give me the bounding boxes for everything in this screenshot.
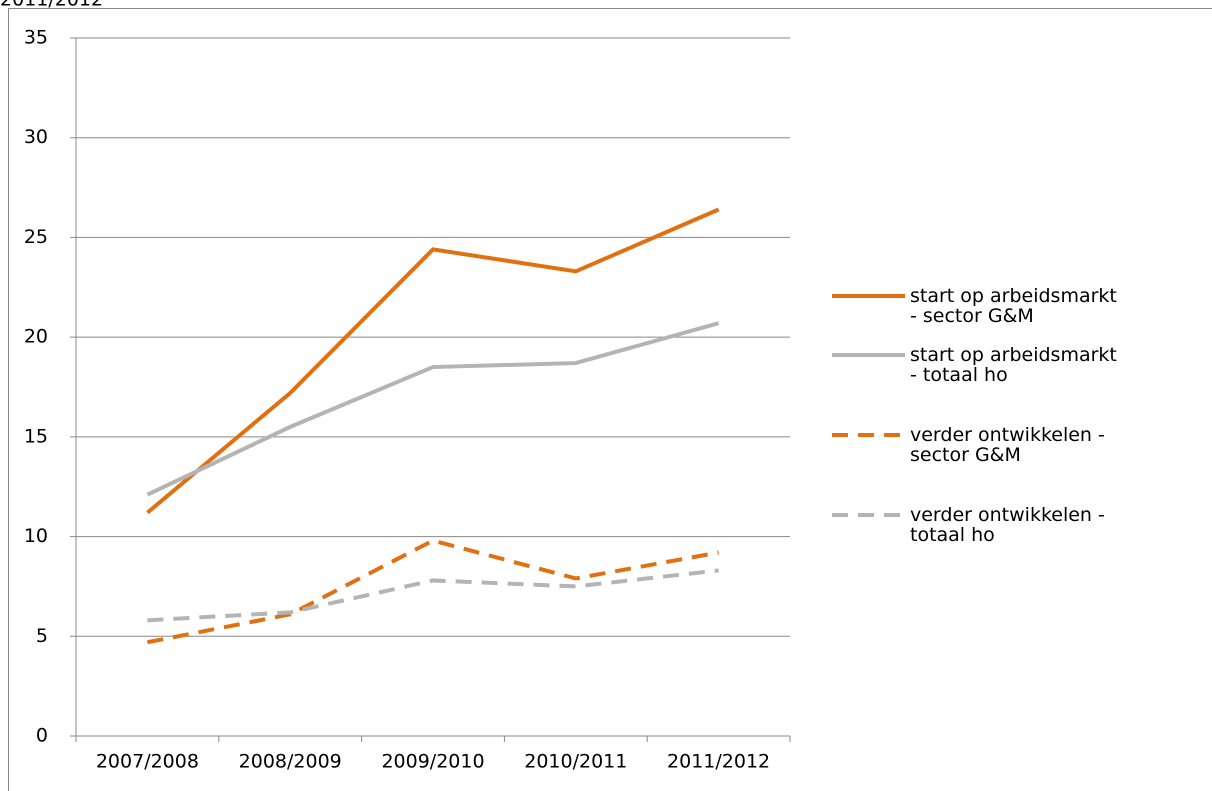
x-tick-label: 2010/2011 <box>524 751 627 773</box>
chart-title: 2011/2012 <box>0 0 103 11</box>
legend-label: start op arbeidsmarkt - sector G&M <box>910 285 1117 327</box>
y-tick-label: 35 <box>24 27 48 49</box>
series-line <box>146 321 720 497</box>
series-line <box>147 538 719 645</box>
y-tick-label: 20 <box>24 326 48 348</box>
series-line <box>147 568 719 623</box>
x-tick-label: 2009/2010 <box>381 751 484 773</box>
y-tick-label: 0 <box>36 725 48 747</box>
x-tick-label: 2007/2008 <box>96 751 199 773</box>
legend-label: verder ontwikkelen - sector G&M <box>910 424 1105 466</box>
y-tick-label: 25 <box>24 226 48 248</box>
series-line <box>146 207 720 515</box>
y-tick-label: 5 <box>36 625 48 647</box>
y-tick-label: 15 <box>24 425 48 447</box>
x-tick-label: 2008/2009 <box>239 751 342 773</box>
chart-frame <box>8 8 1212 791</box>
x-tick-label: 2011/2012 <box>667 751 770 773</box>
y-tick-label: 10 <box>24 525 48 547</box>
legend-label: verder ontwikkelen - totaal ho <box>910 504 1105 546</box>
y-tick-label: 30 <box>24 126 48 148</box>
legend-label: start op arbeidsmarkt - totaal ho <box>910 344 1117 386</box>
